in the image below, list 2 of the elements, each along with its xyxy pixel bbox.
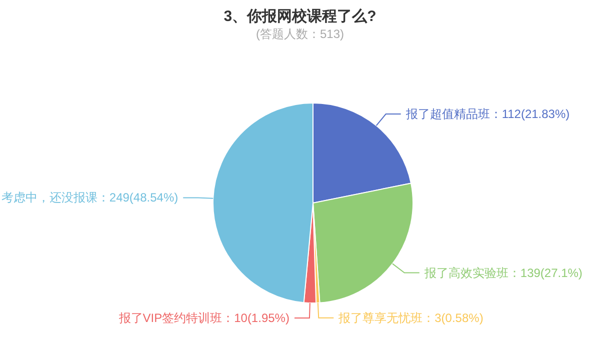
title: 3、你报网校课程了么? [224,8,376,25]
subtitle: (答题人数：513) [256,27,344,41]
